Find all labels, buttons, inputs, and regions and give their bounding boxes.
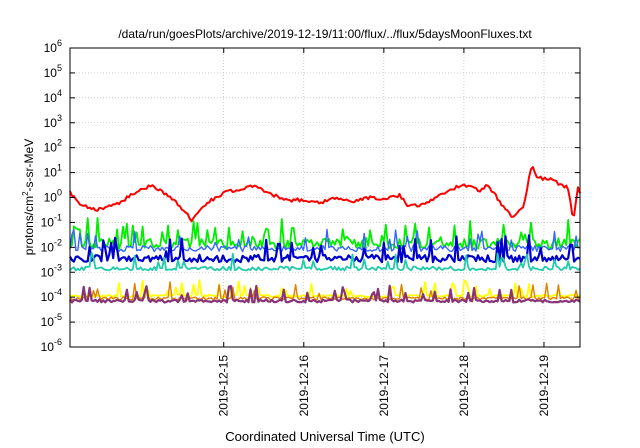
y-tick-label-base: 10 — [44, 191, 58, 205]
y-tick-label-exponent: -3 — [54, 262, 62, 272]
y-tick-label-base: 10 — [41, 340, 55, 354]
y-tick-label-exponent: 3 — [57, 113, 62, 123]
y-tick-label: 10-3 — [41, 262, 62, 279]
series-line — [69, 281, 581, 301]
y-tick-label: 10-2 — [41, 237, 62, 254]
y-tick-label-base: 10 — [44, 91, 58, 105]
x-tick-label: 2019-12-17 — [377, 355, 391, 417]
y-tick-label: 10-5 — [41, 312, 62, 329]
y-tick-label-exponent: 4 — [57, 88, 62, 98]
x-tick-label: 2019-12-18 — [457, 355, 471, 417]
y-tick-label-exponent: -4 — [54, 287, 62, 297]
y-tick-label-base: 10 — [44, 166, 58, 180]
y-tick-label-base: 10 — [44, 116, 58, 130]
y-tick-label-base: 10 — [44, 41, 58, 55]
y-tick-label-base: 10 — [41, 265, 55, 279]
x-axis: 2019-12-15 2019-12-16 2019-12-17 2019-12-18… — [217, 48, 551, 416]
y-tick-label-exponent: -5 — [54, 312, 62, 322]
y-tick-label-exponent: 0 — [57, 188, 62, 198]
x-tick-label: 2019-12-15 — [217, 355, 231, 417]
x-axis-label: Coordinated Universal Time (UTC) — [225, 429, 424, 444]
y-tick-label: 10-6 — [41, 337, 62, 354]
y-tick-label: 103 — [44, 113, 62, 130]
y-tick-label-exponent: 1 — [57, 163, 62, 173]
x-tick-label: 2019-12-16 — [297, 355, 311, 417]
y-tick-label-exponent: -2 — [54, 237, 62, 247]
x-tick-label: 2019-12-19 — [537, 355, 551, 417]
series-line — [69, 228, 581, 253]
y-axis-label-part: -s-sr-MeV — [22, 139, 36, 192]
y-tick-label-base: 10 — [41, 315, 55, 329]
y-axis: 10-610-510-410-310-210-11001011021031041… — [41, 38, 580, 354]
chart-title: /data/run/goesPlots/archive/2019-12-19/1… — [118, 27, 532, 41]
y-tick-label: 10-4 — [41, 287, 62, 304]
series-group — [69, 166, 581, 304]
y-tick-label-exponent: -1 — [54, 212, 62, 222]
series-line — [69, 284, 581, 304]
y-axis-label-part: protons/cm — [22, 196, 36, 255]
series-line — [69, 166, 581, 223]
series-line — [69, 251, 581, 272]
y-tick-label-exponent: -6 — [54, 337, 62, 347]
y-tick-label-exponent: 5 — [57, 63, 62, 73]
y-tick-label-base: 10 — [44, 66, 58, 80]
y-tick-label-exponent: 2 — [57, 138, 62, 148]
y-axis-label: protons/cm2-s-sr-MeV — [21, 139, 36, 255]
y-tick-label: 101 — [44, 163, 62, 180]
y-tick-label: 104 — [44, 88, 62, 105]
series-line — [69, 216, 581, 250]
y-tick-label: 100 — [44, 188, 62, 205]
y-axis-label-superscript: 2 — [21, 191, 30, 196]
y-tick-label-base: 10 — [41, 290, 55, 304]
y-tick-label: 106 — [44, 38, 62, 55]
y-tick-label-base: 10 — [41, 240, 55, 254]
y-tick-label: 105 — [44, 63, 62, 80]
y-tick-label-base: 10 — [44, 141, 58, 155]
y-tick-label: 102 — [44, 138, 62, 155]
y-tick-label: 10-1 — [41, 212, 62, 229]
y-tick-label-exponent: 6 — [57, 38, 62, 48]
y-tick-label-base: 10 — [41, 215, 55, 229]
series-line — [69, 234, 581, 264]
